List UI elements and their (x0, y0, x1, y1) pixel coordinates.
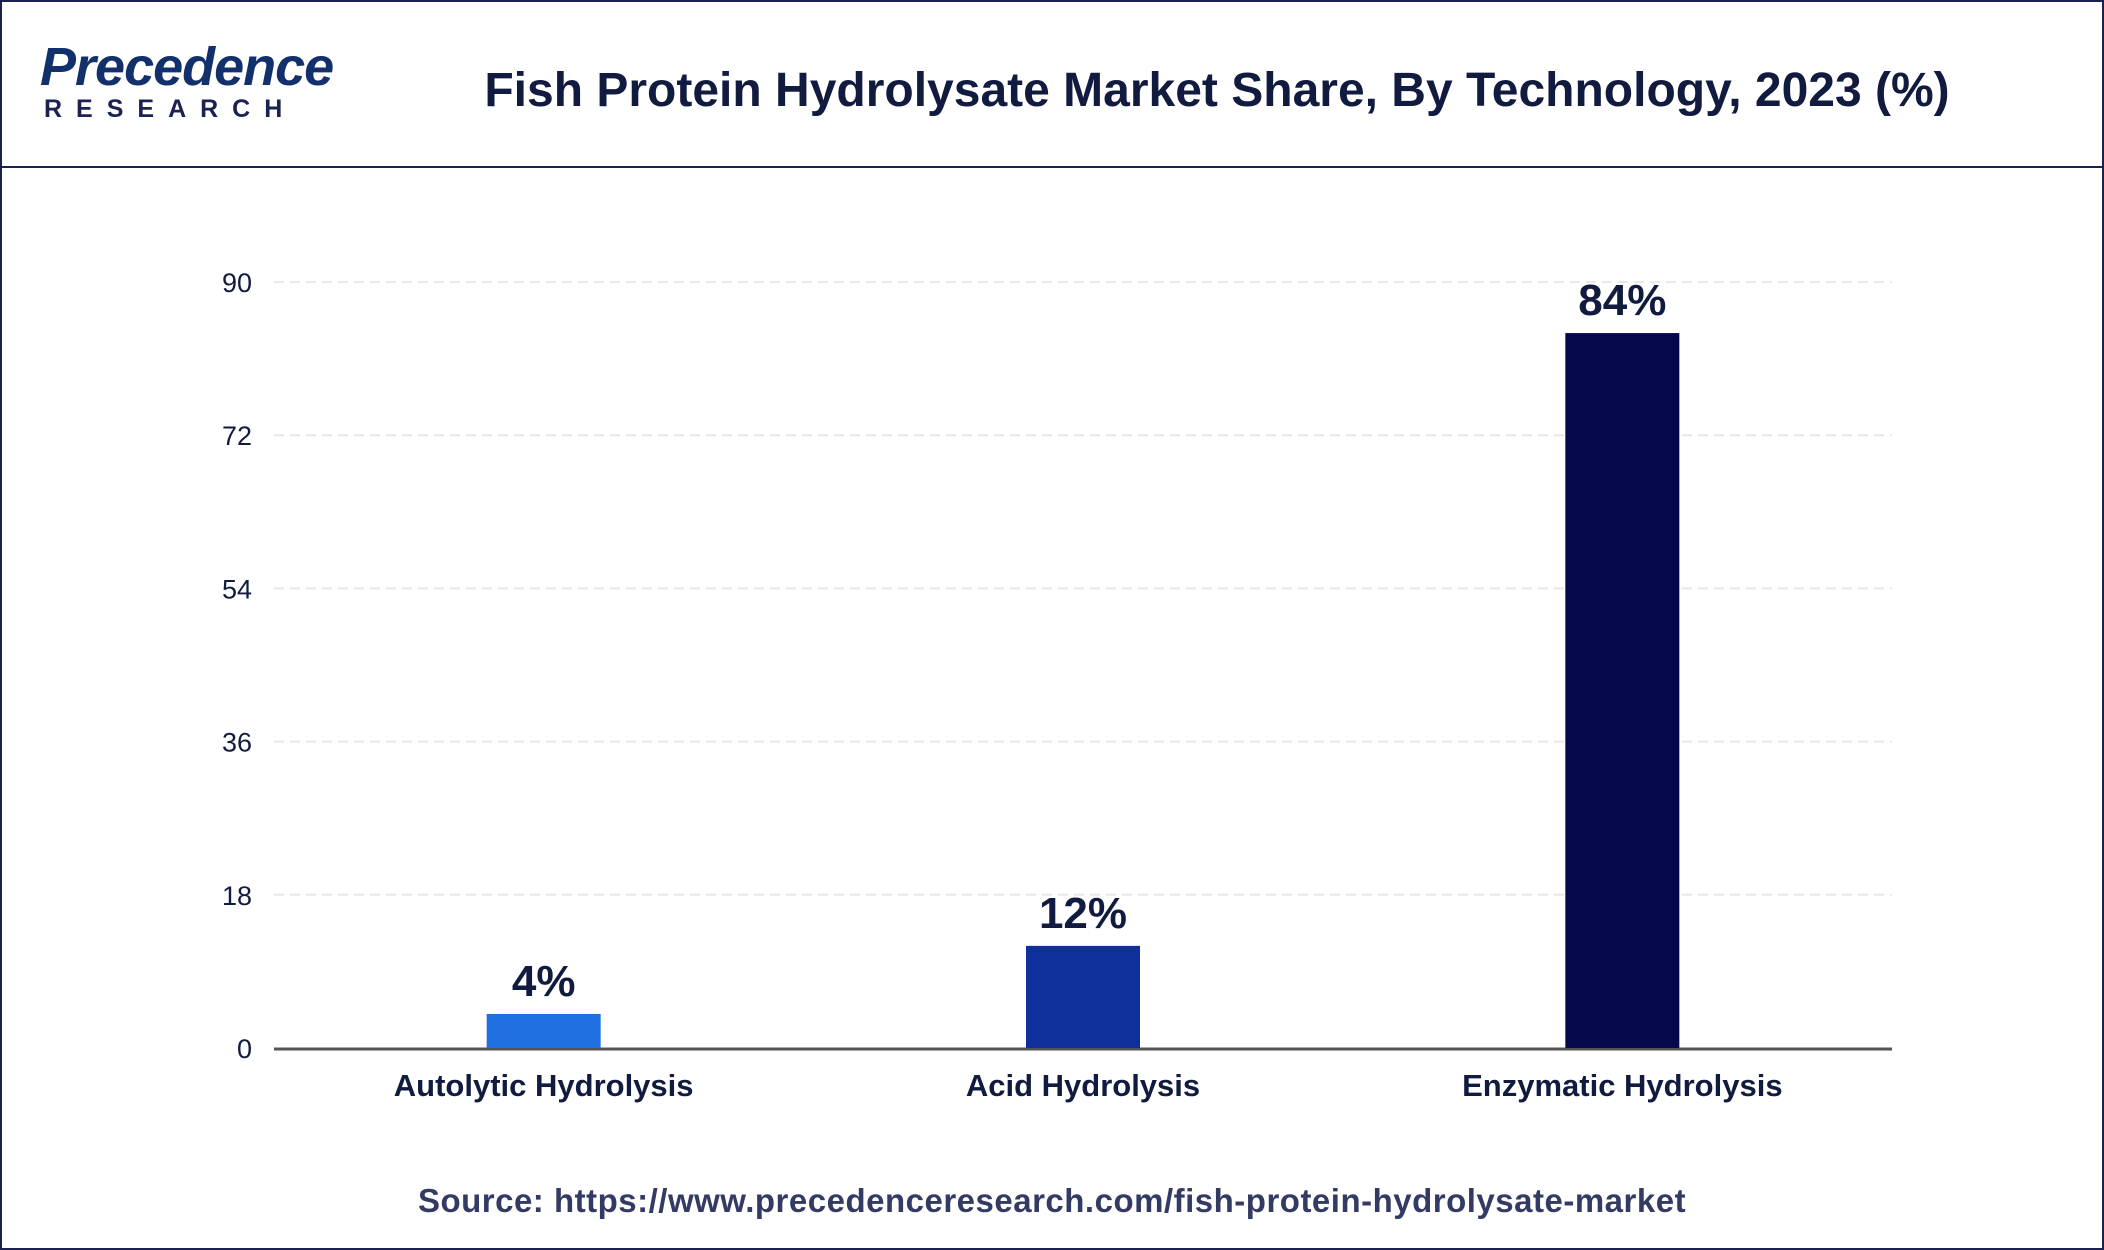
y-tick-label: 90 (222, 268, 252, 298)
data-label: 12% (1039, 889, 1127, 938)
header: Precedence RESEARCH Fish Protein Hydroly… (2, 2, 2102, 168)
x-tick-label: Enzymatic Hydrolysis (1462, 1068, 1782, 1103)
data-label: 84% (1578, 276, 1666, 325)
logo-subtext: RESEARCH (44, 95, 297, 123)
y-tick-label: 72 (222, 421, 252, 451)
bar (1026, 945, 1140, 1048)
x-tick-label: Autolytic Hydrolysis (394, 1068, 694, 1103)
y-tick-label: 0 (237, 1034, 252, 1064)
y-tick-label: 18 (222, 881, 252, 911)
bar (1565, 333, 1680, 1049)
y-tick-label: 54 (222, 574, 252, 604)
x-tick-label: Acid Hydrolysis (966, 1068, 1200, 1103)
data-label: 4% (512, 957, 576, 1006)
logo-wordmark: Precedence (40, 37, 334, 97)
bar (486, 1013, 601, 1048)
source-text: Source: https://www.precedenceresearch.c… (417, 1182, 1687, 1219)
chart-title: Fish Protein Hydrolysate Market Share, B… (484, 64, 1950, 117)
y-tick-label: 36 (222, 728, 252, 758)
logo: Precedence RESEARCH (40, 36, 340, 126)
